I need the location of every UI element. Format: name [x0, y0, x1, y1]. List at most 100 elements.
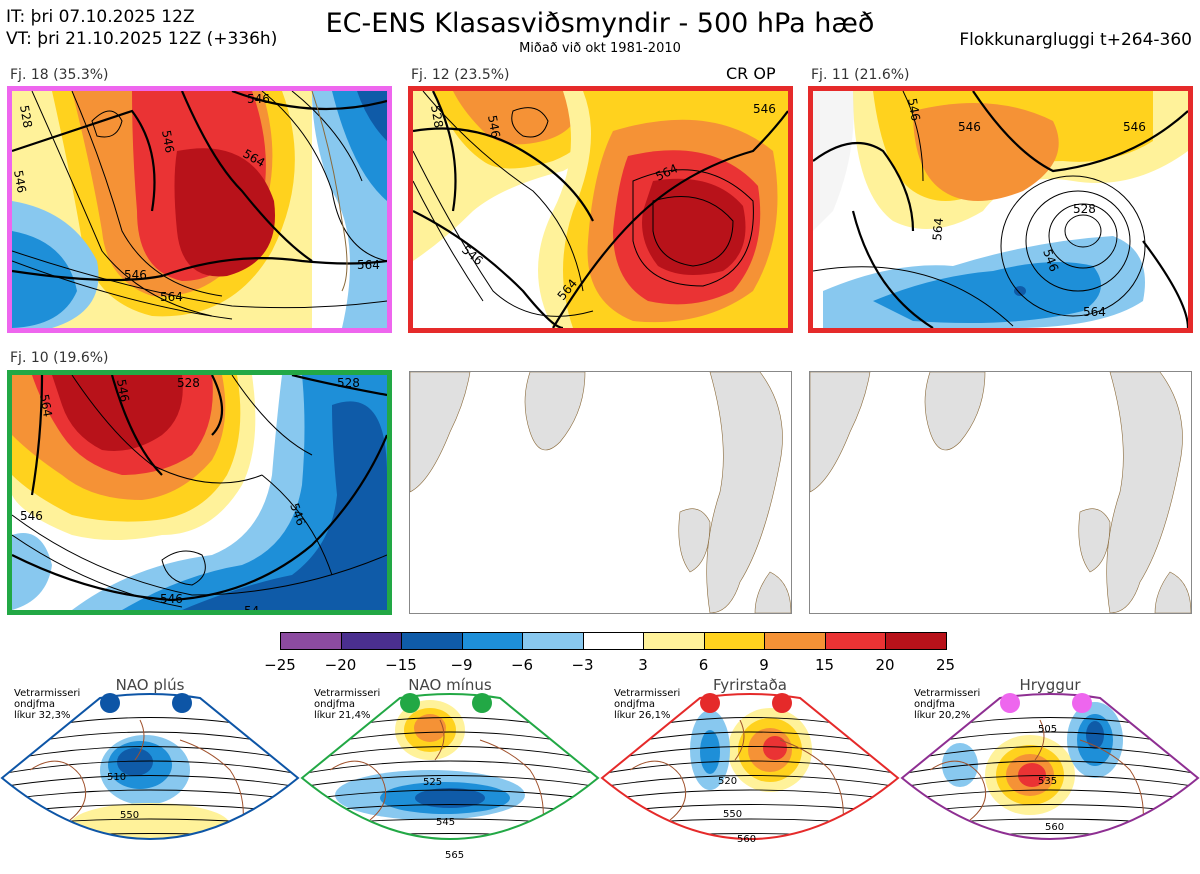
- height-contour: [902, 760, 1198, 775]
- contour-label: 528: [177, 376, 200, 390]
- colorbar-tick-label: 9: [759, 656, 769, 674]
- colorbar-tick-label: 25: [935, 656, 956, 674]
- height-contour: [2, 760, 298, 775]
- colorbar-segment: [764, 632, 826, 650]
- contour-label: 546: [12, 169, 29, 194]
- colorbar-tick-label: −15: [385, 656, 417, 674]
- regime-info-line: Vetrarmisseri: [614, 688, 681, 699]
- colorbar-tick-label: −3: [571, 656, 594, 674]
- regime-info: Vetrarmisseri ondjfma líkur 32,3%: [14, 688, 80, 721]
- contour-label: 546: [1123, 120, 1146, 134]
- height-contour: [2, 775, 298, 788]
- colorbar-tick-label: 15: [814, 656, 835, 674]
- regime-border: [900, 693, 1200, 840]
- anomaly-blob: [1009, 842, 1041, 854]
- regime-info: Vetrarmisseri ondjfma líkur 20,2%: [914, 688, 980, 721]
- regime-name: Hryggur: [1019, 676, 1081, 694]
- page-title: EC-ENS Klasasviðsmyndir - 500 hPa hæð: [325, 8, 875, 39]
- contour-label: 564: [1083, 305, 1106, 319]
- contour-label: 528: [337, 376, 360, 390]
- regime-marker-dot: [400, 693, 420, 713]
- anomaly-blob: [1086, 721, 1104, 749]
- height-contour: [602, 775, 898, 788]
- regime-marker-dot: [172, 693, 192, 713]
- contour-label: 546: [247, 92, 270, 106]
- anomaly-blob: [700, 730, 720, 774]
- regime-marker-dot: [100, 693, 120, 713]
- empty-map-6: [809, 371, 1192, 614]
- colorbar-segment: [461, 632, 523, 650]
- colorbar-tick-label: 3: [638, 656, 648, 674]
- cluster-map-2: 528 546 546 564 546 564: [408, 86, 793, 333]
- contour-label: 546: [905, 97, 923, 122]
- colorbar-segment: [703, 632, 765, 650]
- contour-label: 546: [114, 378, 132, 403]
- regime-map: 520 550 560: [600, 693, 900, 845]
- regime-info-line: ondjfma: [614, 699, 655, 710]
- regime-map: 510 550: [0, 693, 300, 840]
- colorbar-tick-label: 6: [698, 656, 709, 674]
- regime-contour-label: 520: [718, 776, 737, 787]
- height-contour: [2, 789, 298, 801]
- panel-label-4: Fj. 10 (19.6%): [10, 350, 109, 366]
- cluster-map-4: 564 546 528 528 546 546 546 54: [7, 370, 392, 615]
- valid-time: VT: þri 21.10.2025 12Z (+336h): [6, 29, 278, 49]
- anomaly-blob: [70, 803, 230, 839]
- header-times: IT: þri 07.10.2025 12Z VT: þri 21.10.202…: [6, 6, 277, 50]
- regime-contour-label: 545: [436, 817, 455, 828]
- anomaly-blob: [415, 788, 485, 808]
- regime-border: [300, 693, 600, 840]
- contour-label: 546: [753, 102, 776, 116]
- regime-info: Vetrarmisseri ondjfma líkur 21,4%: [314, 688, 380, 721]
- regime-border: [0, 693, 300, 840]
- regime-name: Fyrirstaða: [713, 676, 787, 694]
- empty-map-5: [409, 371, 792, 614]
- cluster-map-1: 528 546 546 564 546 564 564 546: [7, 86, 392, 333]
- page-subtitle: Miðað við okt 1981-2010: [519, 41, 681, 56]
- panel-note-2: CR OP: [726, 64, 776, 83]
- regime-contour-label: 560: [1045, 822, 1064, 833]
- anomaly-blob: [117, 748, 153, 776]
- contour-label: 564: [37, 393, 55, 418]
- contour-label: 564: [160, 290, 183, 304]
- colorbar-segment: [401, 632, 463, 650]
- colorbar-tick-label: −20: [324, 656, 357, 674]
- regime-info-line: líkur 26,1%: [614, 710, 671, 721]
- regime-contour-label: 565: [445, 850, 464, 861]
- height-contour: [302, 760, 598, 775]
- regime-contour-label: 535: [1038, 776, 1057, 787]
- contour-label: 564: [930, 217, 946, 241]
- colorbar-tick-label: 20: [875, 656, 895, 674]
- contour-label: 528: [428, 104, 446, 129]
- regime-name: NAO mínus: [408, 676, 492, 694]
- regime-marker-dot: [472, 693, 492, 713]
- regime-border: [600, 693, 900, 840]
- anomaly-blob: [942, 743, 978, 787]
- regime-map: 505 535 560: [900, 693, 1200, 854]
- contour-label: 546: [958, 120, 981, 134]
- height-contour: [602, 789, 898, 801]
- regime-contour-label: 550: [120, 810, 139, 821]
- regime-contour-label: 510: [107, 772, 126, 783]
- regime-panel: 505 535 560 Hryggur Vetrarmisseri ondjfma líku…: [900, 676, 1200, 870]
- regime-panel: 520 550 560 Fyrirstaða Vetrarmisseri ondjfma l…: [600, 676, 900, 870]
- contour-label: 528: [1073, 202, 1096, 216]
- regime-contour-label: 550: [723, 809, 742, 820]
- regime-contour-label: 560: [737, 834, 756, 845]
- height-contour: [2, 746, 298, 762]
- regime-info-line: líkur 32,3%: [14, 710, 71, 721]
- colorbar-segment: [340, 632, 402, 650]
- regime-info-line: Vetrarmisseri: [14, 688, 81, 699]
- colorbar-segment: [522, 632, 584, 650]
- regime-name: NAO plús: [115, 676, 185, 694]
- anomaly-blob: [763, 736, 787, 760]
- panel-label-1: Fj. 18 (35.3%): [10, 67, 109, 83]
- colorbar-segment: [824, 632, 886, 650]
- panel-label-2: Fj. 12 (23.5%): [411, 67, 510, 83]
- colorbar-segment: [582, 632, 644, 650]
- height-contour: [302, 775, 598, 788]
- contour-label: 546: [124, 268, 147, 282]
- height-contour: [302, 789, 598, 801]
- contour-label: 546: [160, 592, 183, 606]
- regime-info: Vetrarmisseri ondjfma líkur 26,1%: [614, 688, 680, 721]
